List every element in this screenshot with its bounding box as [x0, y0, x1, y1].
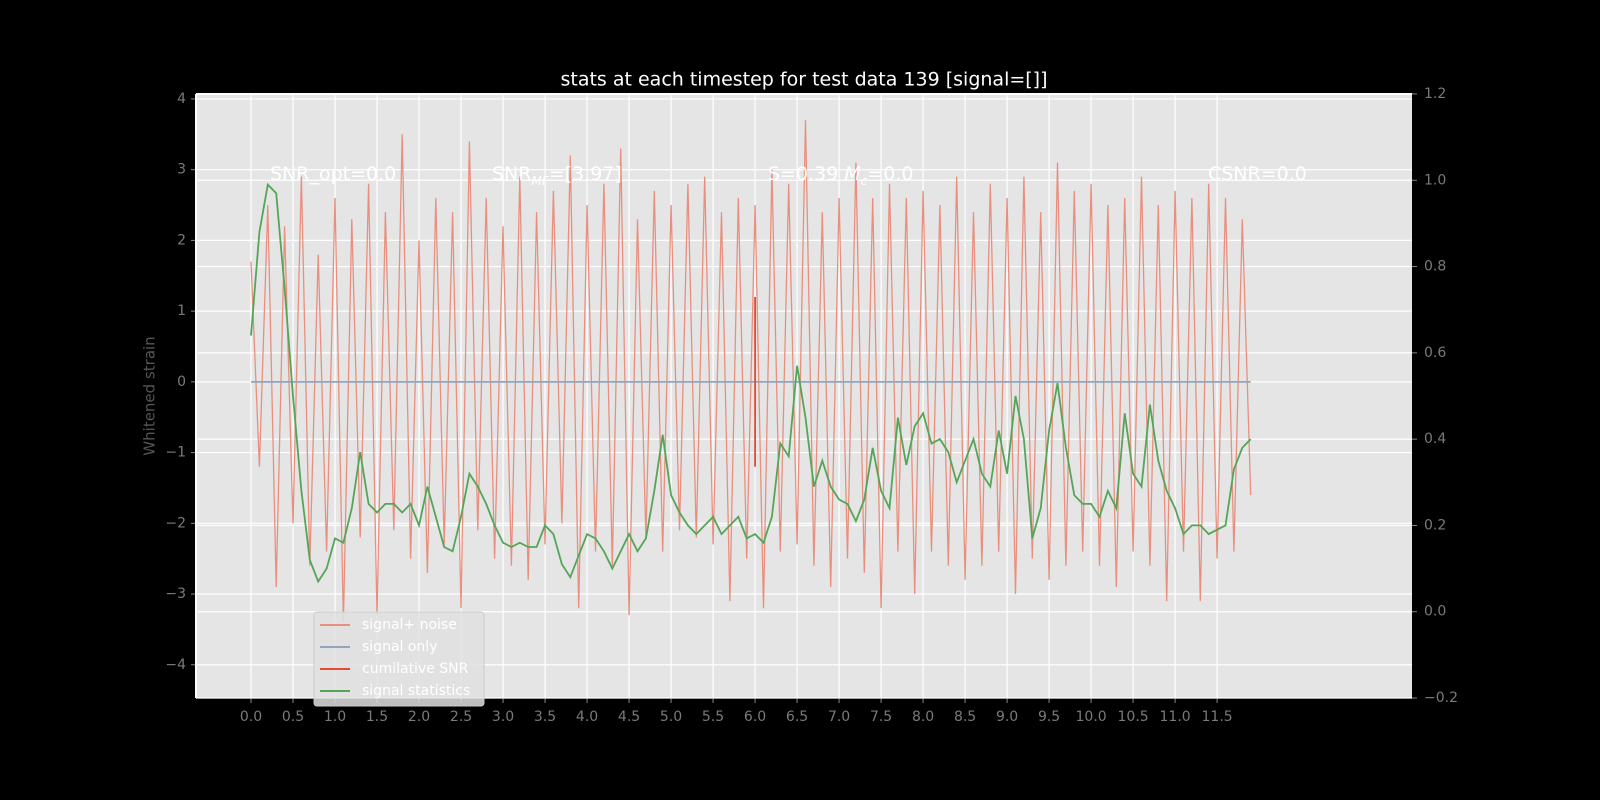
- x-tick-label: 4.0: [576, 709, 598, 725]
- annotation-part: MF: [531, 174, 549, 188]
- x-tick-label: 10.5: [1118, 709, 1149, 725]
- y-tick-label: 2: [177, 232, 186, 248]
- y2-tick-label: 1.0: [1424, 172, 1446, 188]
- x-tick-label: 0.5: [282, 709, 304, 725]
- chart-title: stats at each timestep for test data 139…: [560, 69, 1047, 91]
- annotation-part: SNR_opt=0.0: [270, 163, 396, 185]
- x-tick-label: 3.5: [534, 709, 556, 725]
- annotation-part: SNR: [492, 163, 531, 185]
- x-tick-label: 7.0: [828, 709, 850, 725]
- y2-tick-label: 0.2: [1424, 517, 1446, 533]
- annotation-part: =0.0: [867, 163, 913, 185]
- legend-label: signal only: [362, 639, 437, 655]
- y2-tick-label: 1.2: [1424, 86, 1446, 102]
- x-tick-label: 7.5: [870, 709, 892, 725]
- annotation-part: =[3.97]: [549, 163, 622, 185]
- annotations: SNR_opt=0.0 SNRMF=[3.97] S=0.39 Mc=0.0 CSNR…: [270, 163, 1307, 188]
- y-tick-label: −1: [165, 445, 186, 461]
- x-tick-label: 8.5: [954, 709, 976, 725]
- legend-label: signal+ noise: [362, 617, 457, 633]
- annotation-part: CSNR=0.0: [1208, 163, 1307, 185]
- annotation-part: M: [844, 163, 860, 185]
- y2-tick-label: 0.4: [1424, 431, 1446, 447]
- x-tick-label: 9.5: [1038, 709, 1060, 725]
- x-tick-label: 2.0: [408, 709, 430, 725]
- y2-tick-label: −0.2: [1424, 690, 1458, 706]
- y-tick-label: −3: [165, 586, 186, 602]
- x-tick-label: 5.0: [660, 709, 682, 725]
- y2-tick-label: 0.6: [1424, 345, 1446, 361]
- annotation: S=0.39 Mc=0.0: [768, 163, 913, 188]
- legend-box: [313, 611, 485, 707]
- grid: 0.0 0.5 1.0 1.5 2.0 2.5 3.0 3.5 4.0 4.5 5.0 5.5 6.0 6…: [165, 86, 1458, 725]
- x-tick-label: 11.0: [1160, 709, 1191, 725]
- x-tick-label: 10.0: [1076, 709, 1107, 725]
- annotation: CSNR=0.0: [1208, 163, 1307, 185]
- y-axis-label: Whitened strain: [141, 336, 159, 455]
- legend: signal+ noise signal only cumilative SNR si…: [313, 611, 485, 707]
- y-tick-label: −4: [165, 657, 186, 673]
- marks: [250, 120, 1252, 623]
- legend-label: signal statistics: [362, 683, 470, 699]
- annotation: SNR_opt=0.0: [270, 163, 396, 185]
- y-tick-label: 0: [177, 374, 186, 390]
- x-tick-label: 4.5: [618, 709, 640, 725]
- x-tick-label: 0.0: [240, 709, 262, 725]
- y-tick-label: 3: [177, 162, 186, 178]
- y2-tick-label: 0.0: [1424, 604, 1446, 620]
- annotation: SNRMF=[3.97]: [492, 163, 622, 188]
- x-tick-label: 11.5: [1202, 709, 1233, 725]
- series-line: [250, 182, 1252, 584]
- annotation-part: S=0.39: [768, 163, 844, 185]
- legend-label: cumilative SNR: [362, 661, 469, 677]
- x-tick-label: 6.5: [786, 709, 808, 725]
- x-tick-label: 5.5: [702, 709, 724, 725]
- x-tick-label: 6.0: [744, 709, 766, 725]
- y-tick-label: 1: [177, 303, 186, 319]
- y-tick-label: −2: [165, 515, 186, 531]
- x-tick-label: 1.0: [324, 709, 346, 725]
- x-tick-label: 3.0: [492, 709, 514, 725]
- x-tick-label: 8.0: [912, 709, 934, 725]
- x-tick-label: 9.0: [996, 709, 1018, 725]
- annotation-part: c: [861, 174, 868, 188]
- x-tick-label: 2.5: [450, 709, 472, 725]
- y-tick-label: 4: [177, 91, 186, 107]
- y2-tick-label: 0.8: [1424, 259, 1446, 275]
- x-tick-label: 1.5: [366, 709, 388, 725]
